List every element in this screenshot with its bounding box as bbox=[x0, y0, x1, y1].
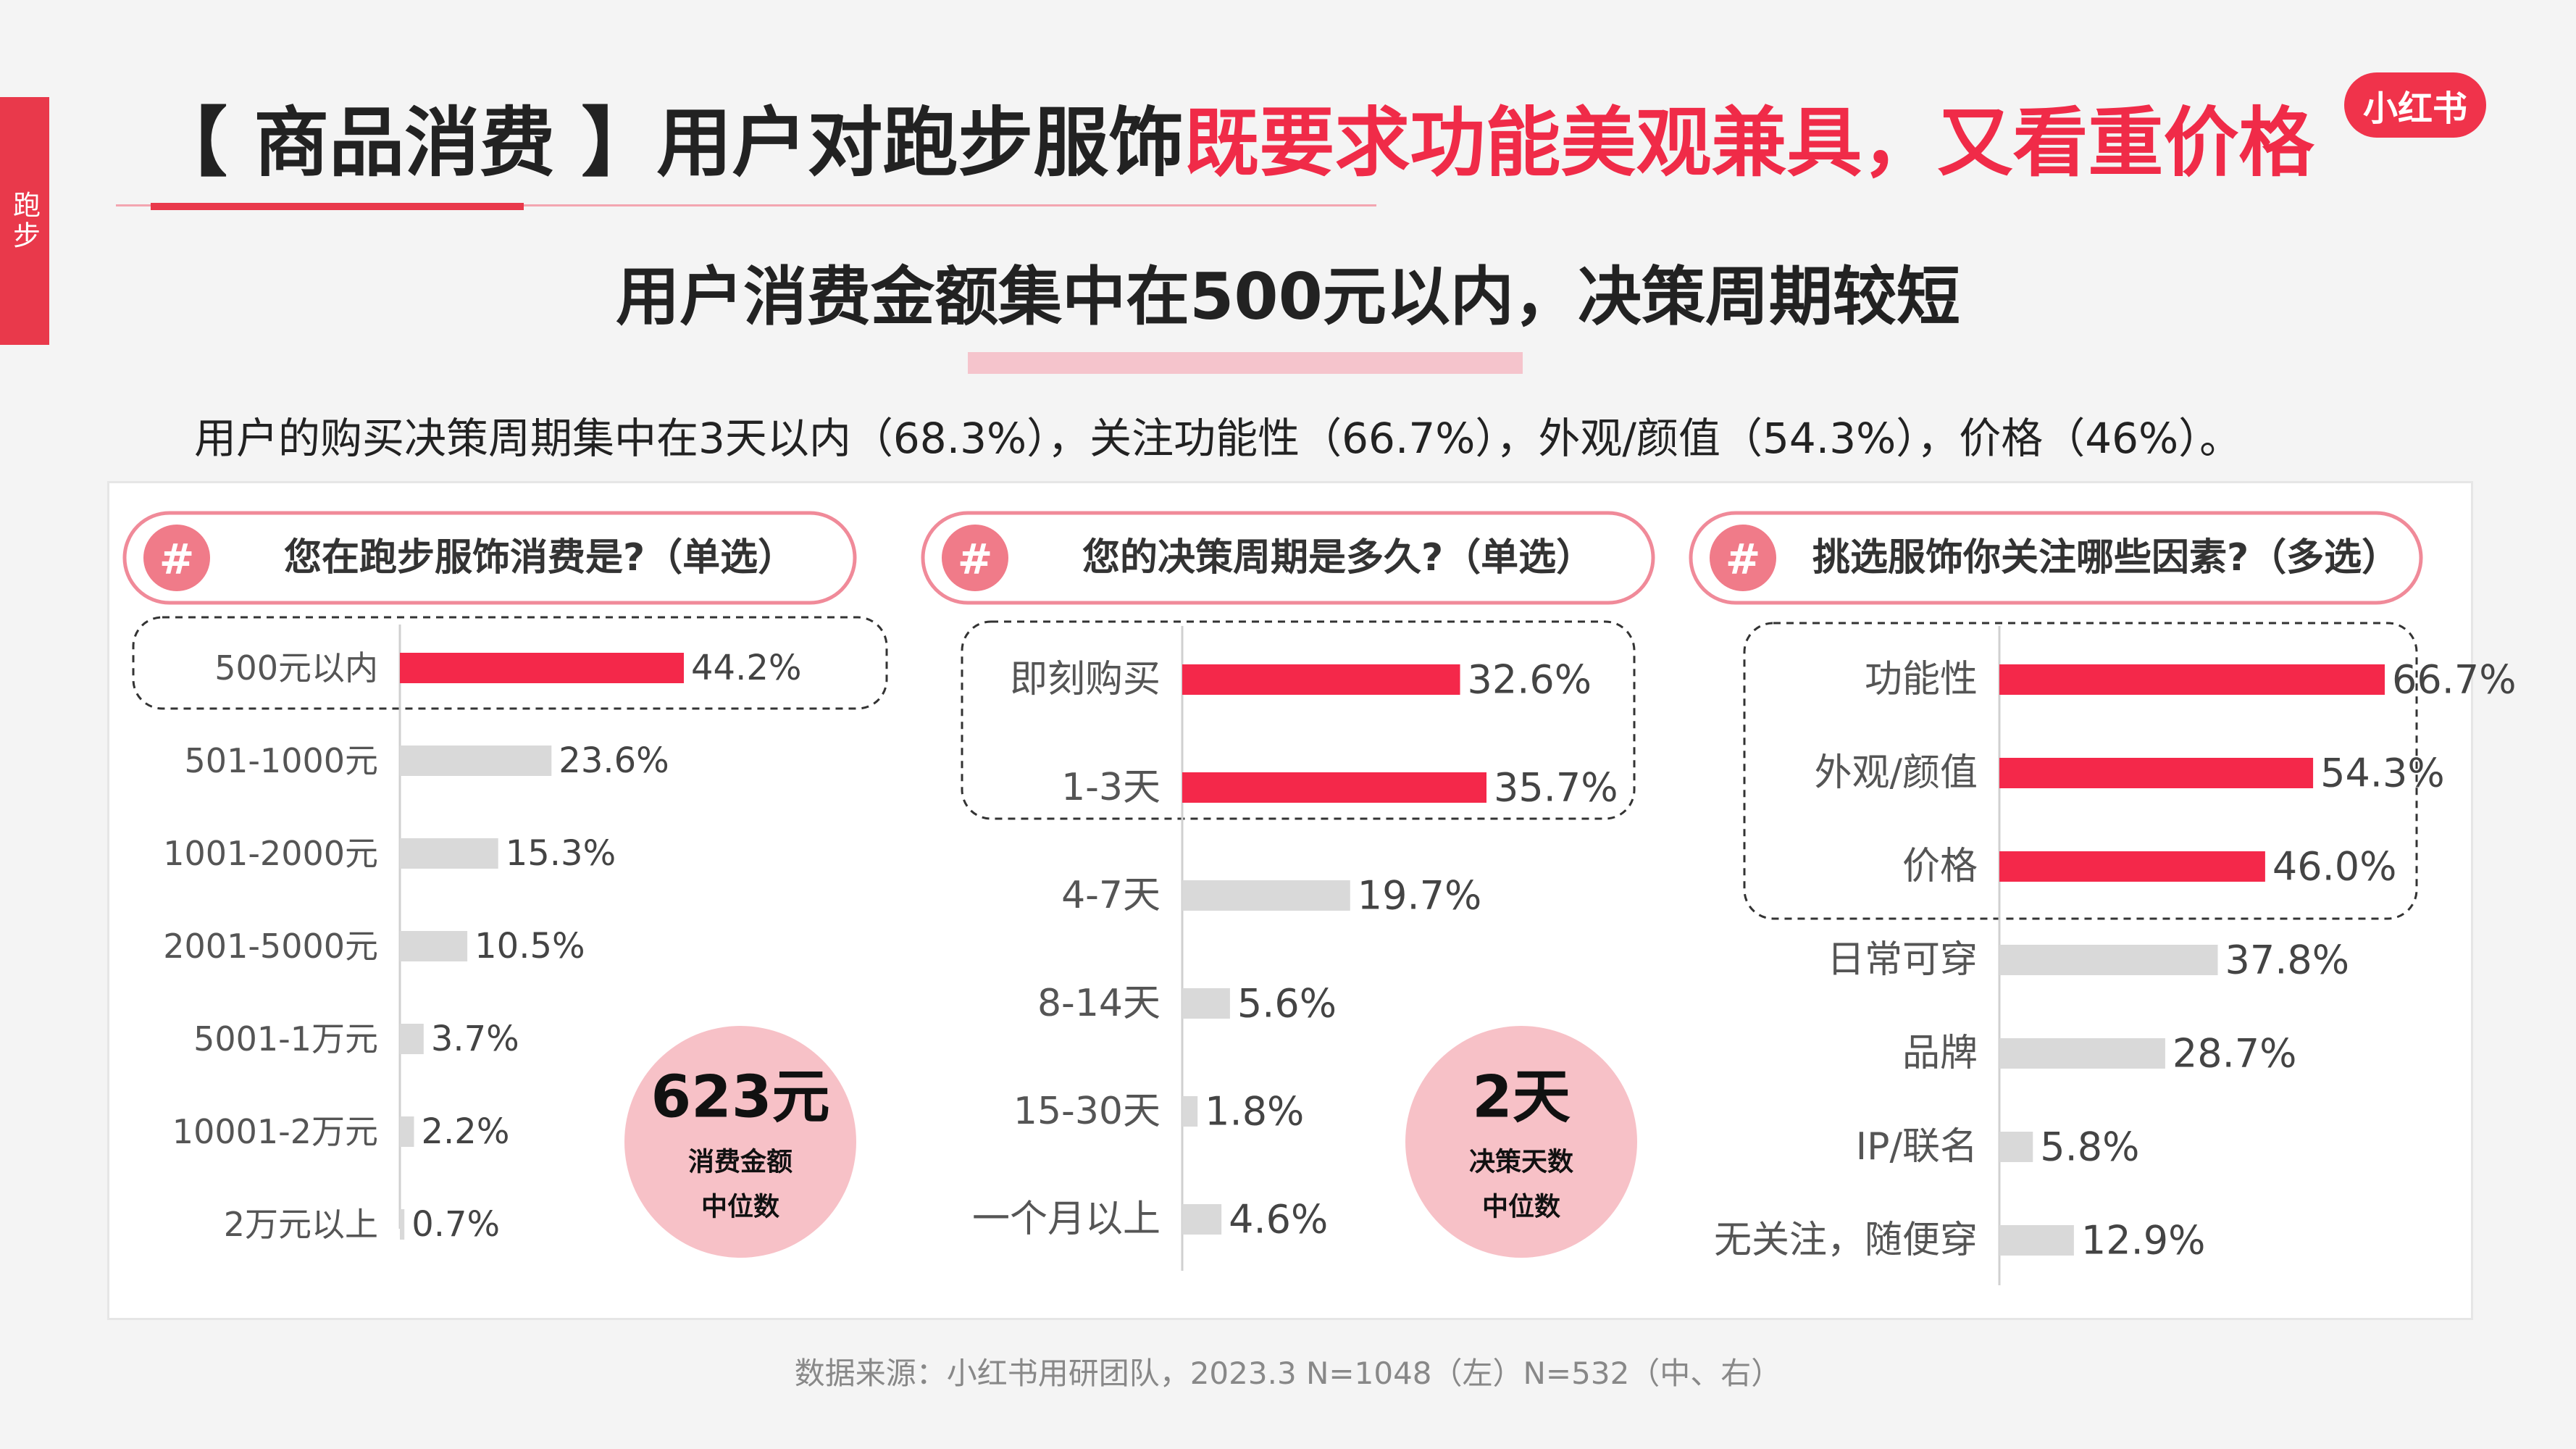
category-label: 8-14天 bbox=[1037, 982, 1161, 1025]
subtitle: 用户消费金额集中在500元以内，决策周期较短 bbox=[616, 259, 1960, 334]
question-pill-3 bbox=[1689, 511, 2423, 605]
value-label: 15.3% bbox=[506, 833, 616, 874]
median-value: 2天 bbox=[1472, 1064, 1571, 1131]
category-label: 即刻购买 bbox=[1010, 658, 1161, 701]
median-label-line2: 中位数 bbox=[701, 1193, 779, 1222]
median-label-line1: 决策天数 bbox=[1469, 1148, 1573, 1177]
value-label: 19.7% bbox=[1358, 873, 1482, 919]
category-label: 2001-5000元 bbox=[163, 927, 378, 966]
value-label: 5.6% bbox=[1237, 981, 1337, 1027]
value-label: 54.3% bbox=[2320, 751, 2445, 796]
bar bbox=[1182, 772, 1486, 803]
value-label: 5.8% bbox=[2040, 1124, 2139, 1170]
value-label: 32.6% bbox=[1468, 657, 1592, 703]
title-prefix: 【 商品消费 】用户对跑步服饰 bbox=[152, 99, 1184, 187]
hash-badge-2 bbox=[942, 525, 1008, 591]
bar bbox=[400, 1209, 405, 1240]
bar bbox=[1999, 1038, 2165, 1069]
value-label: 2.2% bbox=[422, 1111, 510, 1152]
median-badge-1 bbox=[624, 1026, 856, 1258]
category-label: 5001-1万元 bbox=[193, 1019, 378, 1058]
median-value: 623元 bbox=[651, 1064, 830, 1131]
bar bbox=[1182, 664, 1460, 695]
value-label: 44.2% bbox=[691, 648, 801, 688]
bar bbox=[1182, 1096, 1198, 1127]
bar bbox=[400, 653, 684, 683]
bar bbox=[400, 1024, 424, 1054]
category-label: 2万元以上 bbox=[224, 1205, 378, 1244]
median-badge-2 bbox=[1405, 1026, 1637, 1258]
category-label: 无关注，随便穿 bbox=[1714, 1219, 1978, 1262]
bar bbox=[400, 1116, 414, 1147]
bar bbox=[1182, 880, 1350, 911]
bar bbox=[1999, 851, 2265, 882]
question-pill-1 bbox=[122, 511, 857, 605]
category-label: 日常可穿 bbox=[1827, 938, 1978, 982]
category-label: 外观/颜值 bbox=[1814, 751, 1978, 795]
value-label: 3.7% bbox=[431, 1019, 519, 1059]
bar bbox=[1999, 1132, 2033, 1162]
value-label: 10.5% bbox=[474, 926, 585, 966]
bar bbox=[1182, 988, 1230, 1019]
question-pill-2 bbox=[921, 511, 1655, 605]
value-label: 12.9% bbox=[2081, 1218, 2206, 1264]
title-highlight: 既要求功能美观兼具，又看重价格 bbox=[1184, 99, 2314, 187]
highlight-box-1 bbox=[132, 616, 888, 710]
xiaohongshu-logo: 小红书 bbox=[2344, 72, 2486, 138]
value-label: 46.0% bbox=[2272, 844, 2397, 890]
value-label: 23.6% bbox=[559, 740, 669, 781]
category-label: 1-3天 bbox=[1061, 766, 1161, 809]
hash-badge-1 bbox=[143, 525, 210, 591]
category-label: 500元以内 bbox=[214, 648, 378, 688]
value-label: 35.7% bbox=[1494, 765, 1618, 811]
category-label: 价格 bbox=[1902, 845, 1978, 888]
category-label: 4-7天 bbox=[1061, 874, 1161, 917]
bar bbox=[400, 931, 468, 961]
category-label: 一个月以上 bbox=[972, 1198, 1161, 1241]
value-label: 66.7% bbox=[2392, 657, 2517, 703]
question-title-1: 您在跑步服饰消费是?（单选） bbox=[284, 536, 795, 580]
bar bbox=[400, 838, 498, 869]
category-label: 10001-2万元 bbox=[172, 1112, 378, 1151]
side-tab: 跑步 bbox=[0, 97, 49, 345]
category-label: 1001-2000元 bbox=[163, 834, 378, 873]
bar bbox=[1999, 1225, 2074, 1256]
subtitle-highlight-bar bbox=[968, 352, 1523, 374]
median-label-line2: 中位数 bbox=[1482, 1193, 1560, 1222]
median-label-line1: 消费金额 bbox=[688, 1147, 793, 1177]
bar bbox=[400, 746, 552, 776]
bar bbox=[1999, 945, 2218, 975]
value-label: 4.6% bbox=[1229, 1197, 1328, 1243]
value-label: 28.7% bbox=[2173, 1031, 2297, 1077]
value-label: 0.7% bbox=[411, 1204, 500, 1245]
bar bbox=[1182, 1204, 1222, 1235]
question-title-2: 您的决策周期是多久?（单选） bbox=[1082, 536, 1594, 580]
title-underline-accent bbox=[151, 203, 524, 210]
hash-icon: # bbox=[159, 535, 195, 584]
page-title: 【 商品消费 】用户对跑步服饰既要求功能美观兼具，又看重价格 bbox=[152, 96, 2314, 190]
value-label: 1.8% bbox=[1205, 1089, 1304, 1135]
category-label: 功能性 bbox=[1865, 658, 1978, 701]
category-label: 品牌 bbox=[1902, 1032, 1978, 1075]
data-source-footer: 数据来源：小红书用研团队，2023.3 N=1048（左）N=532（中、右） bbox=[794, 1356, 1782, 1391]
hash-icon: # bbox=[1726, 535, 1761, 584]
category-label: IP/联名 bbox=[1856, 1125, 1978, 1169]
category-label: 15-30天 bbox=[1013, 1090, 1161, 1133]
value-label: 37.8% bbox=[2225, 938, 2349, 983]
hash-icon: # bbox=[958, 535, 993, 584]
bar bbox=[1999, 758, 2314, 788]
category-label: 501-1000元 bbox=[185, 741, 378, 780]
bar bbox=[1999, 664, 2385, 695]
title-underline bbox=[116, 204, 1376, 206]
summary-text: 用户的购买决策周期集中在3天以内（68.3%），关注功能性（66.7%），外观/… bbox=[194, 414, 2242, 463]
highlight-box-2 bbox=[961, 620, 1636, 820]
question-title-3: 挑选服饰你关注哪些因素?（多选） bbox=[1812, 536, 2399, 580]
hash-badge-3 bbox=[1710, 525, 1776, 591]
highlight-box-3 bbox=[1743, 622, 2418, 920]
